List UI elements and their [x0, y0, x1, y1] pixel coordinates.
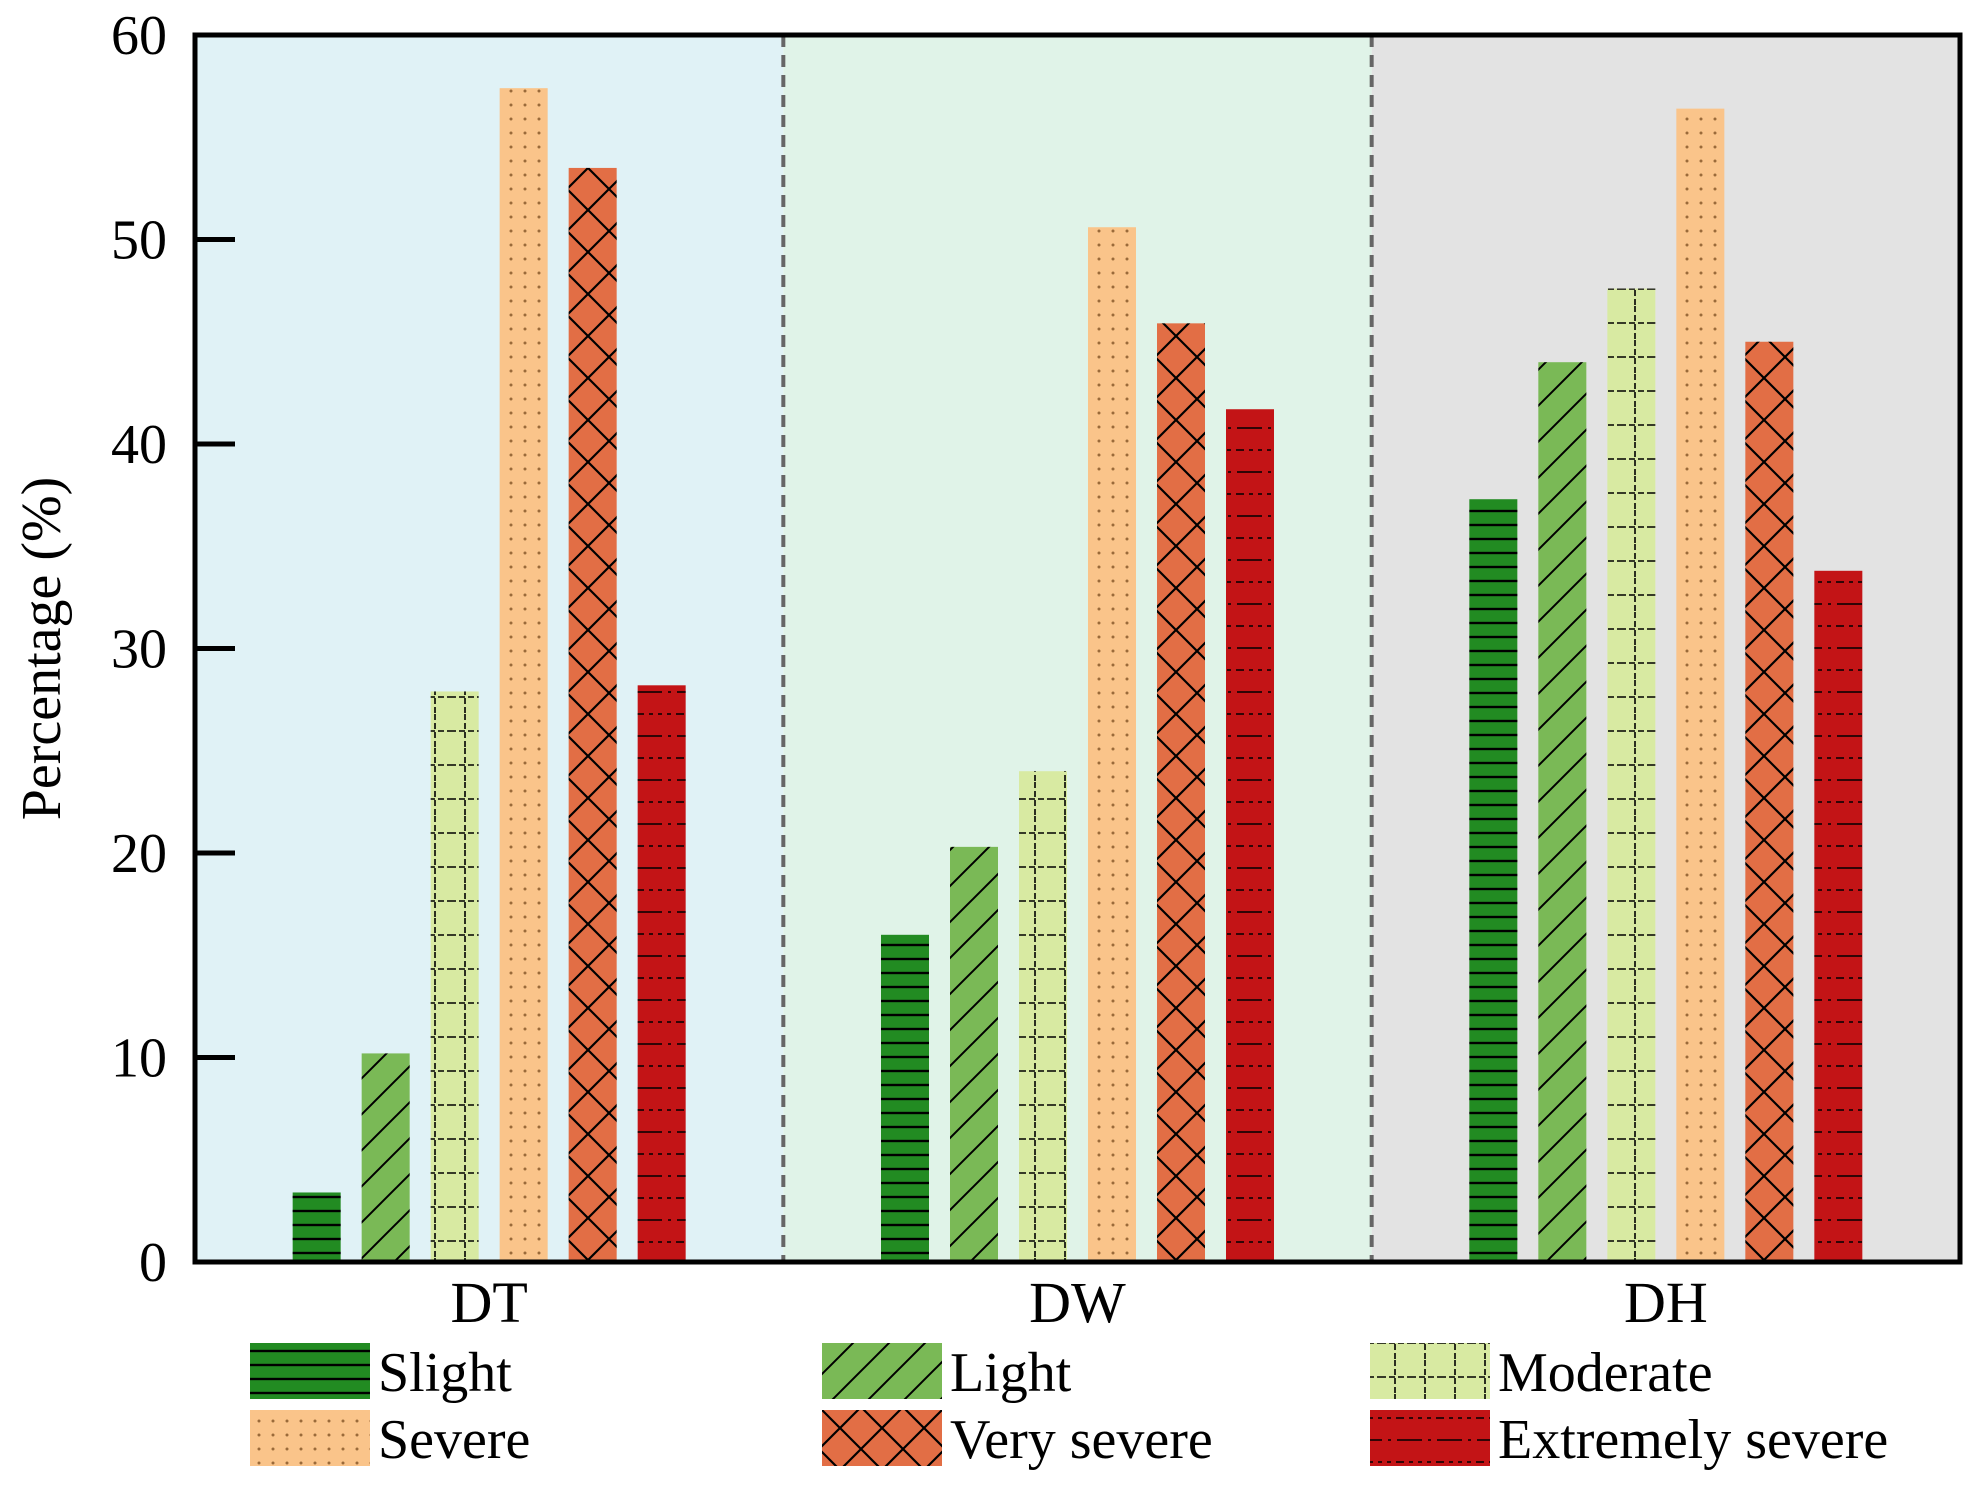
legend-label: Extremely severe: [1498, 1409, 1888, 1471]
legend-label: Severe: [378, 1409, 530, 1471]
bar-dw-extremely-severe: [1226, 409, 1274, 1262]
bar-dh-moderate: [1607, 288, 1656, 1263]
legend-item-moderate: Moderate: [1370, 1342, 1713, 1404]
y-axis-title: Percentage (%): [11, 477, 73, 821]
legend-label: Very severe: [950, 1409, 1213, 1471]
bar-dw-moderate: [1019, 771, 1067, 1262]
legend-label: Moderate: [1498, 1342, 1713, 1404]
panel-dw: [783, 35, 1372, 1262]
y-tick-label: 30: [111, 619, 167, 681]
y-tick-label: 10: [111, 1028, 167, 1090]
y-axis: 0 10 20 30 40 50 60: [111, 5, 235, 1294]
panel-dt: [195, 35, 784, 1262]
bar-dh-slight: [1469, 499, 1518, 1263]
legend-item-light: Light: [822, 1342, 1072, 1404]
y-tick-label: 60: [111, 5, 167, 67]
bar-dh-extremely-severe: [1814, 570, 1863, 1262]
bar-dt-light: [361, 1053, 410, 1262]
legend-item-severe: Severe: [250, 1409, 530, 1471]
bar-dw-slight: [881, 934, 929, 1262]
category-separators: [781, 35, 1374, 1262]
bar-dt-extremely-severe: [637, 685, 686, 1262]
x-axis: DT DW DH: [451, 1270, 1708, 1335]
legend-label: Slight: [378, 1342, 512, 1404]
legend-label: Light: [950, 1342, 1072, 1404]
bars: [292, 88, 1863, 1263]
x-category-label: DW: [1029, 1270, 1126, 1335]
legend-item-very-severe: Very severe: [822, 1409, 1213, 1471]
y-tick-label: 0: [139, 1232, 167, 1294]
bar-dw-light: [950, 846, 998, 1262]
bar-dh-severe: [1676, 108, 1725, 1263]
y-tick-label: 40: [111, 414, 167, 476]
y-tick-label: 20: [111, 823, 167, 885]
y-tick-label: 50: [111, 210, 167, 272]
x-category-label: DT: [451, 1270, 528, 1335]
x-category-label: DH: [1624, 1270, 1708, 1335]
bar-dt-slight: [292, 1192, 341, 1262]
legend-item-slight: Slight: [250, 1342, 512, 1404]
bar-dt-very-severe: [568, 167, 617, 1262]
panel-dh: [1371, 35, 1960, 1262]
bar-dh-light: [1538, 362, 1587, 1262]
legend-item-extremely-severe: Extremely severe: [1370, 1409, 1888, 1471]
bar-dt-moderate: [430, 691, 479, 1262]
bar-dh-very-severe: [1745, 341, 1794, 1262]
legend: Slight Light Moderate Severe Very severe Extr…: [250, 1342, 1888, 1471]
bar-dw-very-severe: [1157, 323, 1205, 1263]
bar-dw-severe: [1088, 227, 1136, 1263]
bar-dt-severe: [499, 88, 548, 1262]
